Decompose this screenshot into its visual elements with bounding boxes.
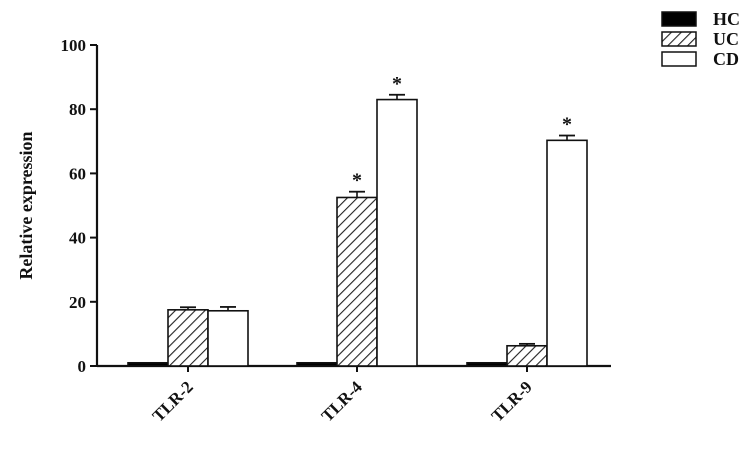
x-tick-label: TLR-9 <box>488 377 536 425</box>
legend-swatch-cd <box>661 51 697 67</box>
x-tick-label: TLR-4 <box>318 377 367 426</box>
significance-marker: * <box>392 73 402 95</box>
bar-uc-tlr-2 <box>167 309 209 367</box>
y-axis-label: Relative expression <box>16 131 36 279</box>
legend-label-cd: CD <box>713 49 739 69</box>
significance-marker: * <box>352 170 362 192</box>
bar-cd-tlr-4 <box>376 98 418 367</box>
bar-uc-tlr-9 <box>506 344 548 367</box>
y-tick-label: 100 <box>61 36 87 55</box>
y-tick-label: 0 <box>78 357 87 376</box>
legend-swatch-uc <box>661 31 697 47</box>
legend-label-hc: HC <box>713 9 740 29</box>
y-tick-label: 40 <box>69 229 86 248</box>
plot-area: 0 20 40 60 80 100 Relative expression TLR-2 TLR-… <box>16 36 611 426</box>
bar-hc-tlr-4 <box>296 361 338 367</box>
y-tick-label: 80 <box>69 100 86 119</box>
y-tick-label: 20 <box>69 293 86 312</box>
bar-hc-tlr-2 <box>127 361 169 367</box>
bar-uc-tlr-4 <box>336 196 378 367</box>
significance-marker: * <box>562 114 572 136</box>
bar-hc-tlr-9 <box>466 361 508 367</box>
bar-cd-tlr-2 <box>207 309 249 367</box>
y-tick-label: 60 <box>69 164 86 183</box>
legend-swatch-hc <box>661 11 697 27</box>
bar-cd-tlr-9 <box>546 139 588 367</box>
legend-label-uc: UC <box>713 29 739 49</box>
x-tick-label: TLR-2 <box>149 377 197 425</box>
